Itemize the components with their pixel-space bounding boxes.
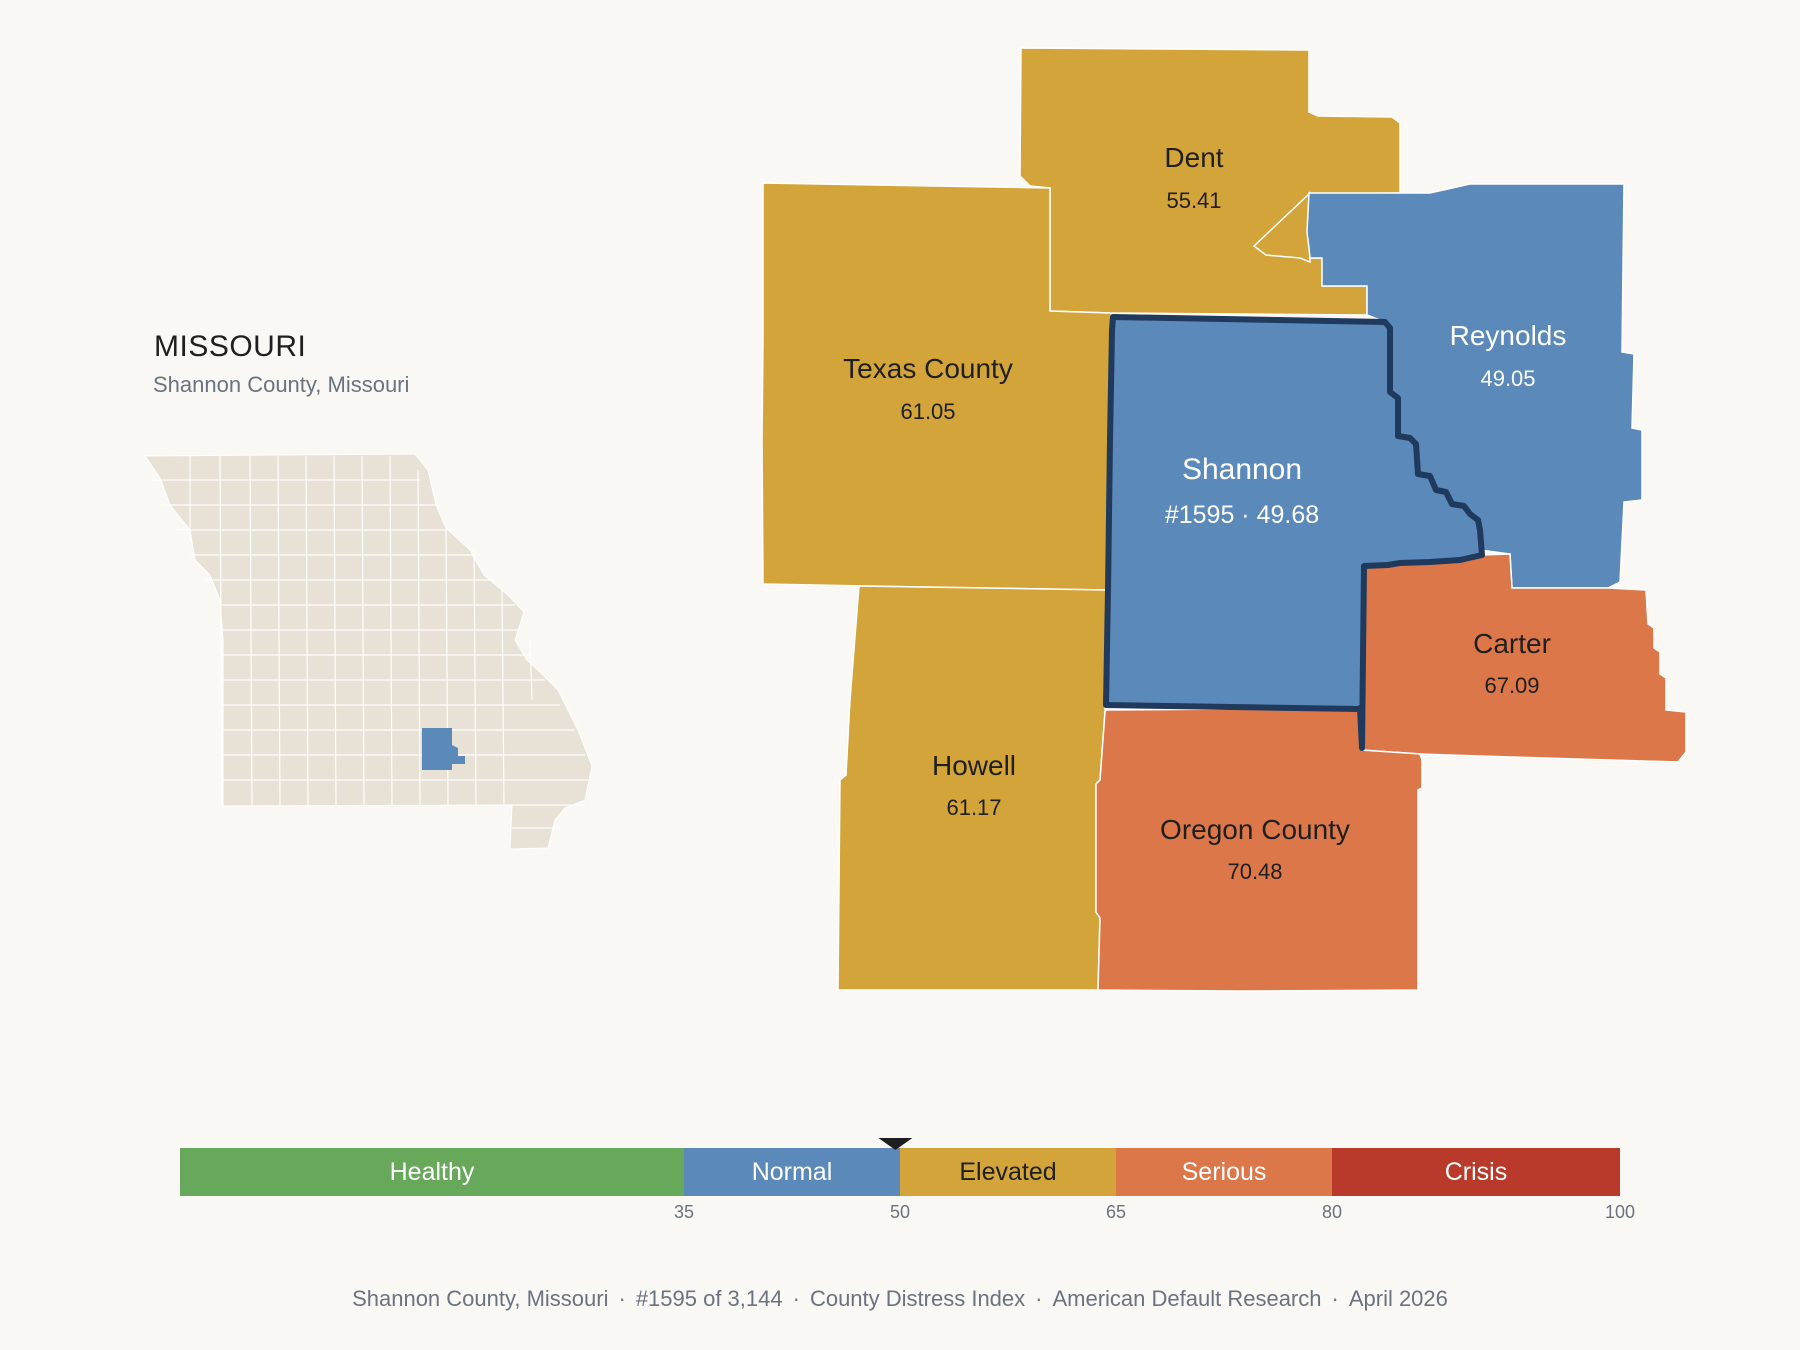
county-labels: Dent 55.41 Texas County 61.05 Reynolds 4… — [843, 142, 1566, 884]
county-value-shannon: #1595 · 49.68 — [1165, 501, 1319, 529]
county-value-carter: 67.09 — [1484, 673, 1539, 698]
scale-band-label: Normal — [752, 1158, 833, 1186]
footer-separator: · — [618, 1286, 626, 1311]
county-shannon-shape — [1103, 314, 1485, 751]
scale-tick-label: 80 — [1322, 1202, 1342, 1222]
scale-band-healthy — [180, 1148, 684, 1196]
scale-band-label: Crisis — [1445, 1158, 1508, 1186]
footer: Shannon County, Missouri · #1595 of 3,144 ·… — [0, 1286, 1800, 1312]
county-value-texas: 61.05 — [900, 399, 955, 424]
county-value-howell: 61.17 — [946, 795, 1001, 820]
county-shannon[interactable] — [1103, 314, 1485, 751]
scale-band-label: Elevated — [959, 1158, 1056, 1186]
scale-band-normal — [684, 1148, 900, 1196]
county-howell-shape — [837, 585, 1107, 991]
county-oregon-shape — [1095, 707, 1423, 992]
scale-tick-label: 50 — [890, 1202, 910, 1222]
scale-band-label: Healthy — [390, 1158, 475, 1186]
county-value-oregon: 70.48 — [1227, 859, 1282, 884]
county-label-carter: Carter — [1473, 628, 1551, 659]
scale-tick-label: 35 — [674, 1202, 694, 1222]
county-label-texas: Texas County — [843, 353, 1013, 384]
county-label-reynolds: Reynolds — [1450, 320, 1567, 351]
missouri-state-shape — [144, 453, 593, 850]
footer-index: County Distress Index — [809, 1286, 1026, 1311]
county-label-howell: Howell — [932, 750, 1016, 781]
footer-rank: #1595 of 3,144 — [635, 1286, 783, 1311]
scale-tick-label: 100 — [1605, 1202, 1635, 1222]
state-subtitle: Shannon County, Missouri — [153, 372, 410, 397]
distress-scale-legend: Healthy Normal Elevated Serious Crisis 35 50 65… — [180, 1138, 1635, 1222]
locator-shannon-highlight — [422, 728, 465, 770]
footer-separator: · — [792, 1286, 800, 1311]
footer-separator: · — [1331, 1286, 1339, 1311]
footer-separator: · — [1035, 1286, 1043, 1311]
county-carter-shape — [1359, 553, 1687, 763]
missouri-locator-map — [144, 453, 593, 850]
footer-county: Shannon County, Missouri — [352, 1286, 609, 1311]
scale-band-serious — [1116, 1148, 1332, 1196]
county-howell[interactable] — [837, 585, 1107, 991]
footer-source: American Default Research — [1052, 1286, 1322, 1311]
scale-marker-icon — [878, 1138, 913, 1150]
county-value-dent: 55.41 — [1166, 188, 1221, 213]
county-label-oregon: Oregon County — [1160, 814, 1350, 845]
scale-band-crisis — [1332, 1148, 1620, 1196]
scale-tick-label: 65 — [1106, 1202, 1126, 1222]
scale-band-elevated — [900, 1148, 1116, 1196]
missouri-county-grid — [150, 455, 588, 829]
state-title: MISSOURI — [154, 330, 307, 363]
county-carter[interactable] — [1359, 553, 1687, 763]
county-label-dent: Dent — [1164, 142, 1223, 173]
county-label-shannon: Shannon — [1182, 453, 1302, 486]
county-oregon[interactable] — [1095, 707, 1423, 992]
scale-band-label: Serious — [1182, 1158, 1267, 1186]
county-value-reynolds: 49.05 — [1480, 366, 1535, 391]
footer-date: April 2026 — [1348, 1286, 1448, 1311]
